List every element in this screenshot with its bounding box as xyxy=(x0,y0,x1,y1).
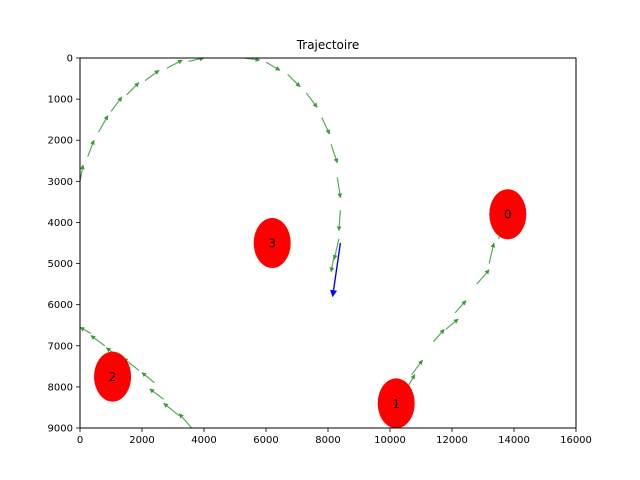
plot-area: 0 1 2 3 xyxy=(80,58,527,428)
y-axis: 0 1000 2000 3000 4000 5000 6000 7000 8000 9000 xyxy=(48,54,80,435)
waypoint-label: 0 xyxy=(504,208,512,222)
trajectory-arrow xyxy=(87,139,95,157)
waypoint-1 xyxy=(377,378,415,428)
chart-title: Trajectoire xyxy=(296,38,360,52)
trajectory-arrow xyxy=(126,82,140,96)
y-tick-label: 9000 xyxy=(48,424,73,435)
trajectory-arrow xyxy=(141,372,155,384)
trajectory-arrow xyxy=(110,96,123,112)
trajectory-arrow xyxy=(305,92,318,108)
trajectory-arrow xyxy=(98,115,109,133)
y-tick-label: 3000 xyxy=(48,177,73,188)
x-tick-label: 14000 xyxy=(498,435,530,446)
y-tick-label: 8000 xyxy=(48,382,73,393)
trajectory-arrow xyxy=(454,300,467,314)
x-tick-label: 12000 xyxy=(436,435,468,446)
y-tick-label: 1000 xyxy=(48,95,73,106)
trajectory-arrow xyxy=(330,144,339,164)
x-tick-label: 2000 xyxy=(129,435,154,446)
trajectory-arrow xyxy=(144,69,160,82)
trajectory-arrow xyxy=(90,335,106,347)
y-tick-label: 2000 xyxy=(48,136,73,147)
heading-arrow xyxy=(330,242,342,298)
trajectory-arrow xyxy=(163,402,180,417)
trajectory-arrow xyxy=(80,326,92,334)
trajectory-arrow xyxy=(332,238,340,260)
trajectory-arrow xyxy=(329,255,335,273)
trajectory-arrow xyxy=(432,328,445,343)
trajectory-arrow xyxy=(336,210,342,232)
trajectory-arrow xyxy=(488,242,496,264)
x-tick-label: 6000 xyxy=(253,435,278,446)
y-tick-label: 0 xyxy=(67,54,73,65)
trajectory-arrow xyxy=(265,61,281,71)
trajectory-arrow xyxy=(411,359,424,375)
trajectory-arrow xyxy=(445,318,459,330)
trajectory-arrow xyxy=(287,74,301,88)
x-tick-label: 16000 xyxy=(560,435,592,446)
x-tick-label: 10000 xyxy=(374,435,406,446)
y-tick-label: 4000 xyxy=(48,218,73,229)
waypoint-label: 2 xyxy=(109,370,117,384)
waypoints: 0 1 2 3 xyxy=(94,189,527,428)
y-tick-label: 5000 xyxy=(48,259,73,270)
trajectory-arrow xyxy=(166,59,183,69)
y-tick-label: 7000 xyxy=(48,341,73,352)
waypoint-3 xyxy=(253,218,291,268)
trajectory-arrow xyxy=(188,58,205,62)
trajectory-arrow xyxy=(80,164,85,182)
trajectory-arrow xyxy=(321,117,331,135)
x-axis: 0 2000 4000 6000 8000 10000 12000 14000 16000 xyxy=(77,428,592,446)
x-tick-label: 0 xyxy=(77,435,83,446)
waypoint-label: 3 xyxy=(268,237,276,251)
current-heading xyxy=(330,242,342,298)
waypoint-label: 1 xyxy=(392,397,400,411)
waypoint-0 xyxy=(489,189,527,240)
y-tick-label: 6000 xyxy=(48,300,73,311)
waypoint-2 xyxy=(94,351,132,402)
trajectory-arrow xyxy=(149,388,165,400)
trajectory-arrow xyxy=(336,177,343,199)
trajectory-arrow xyxy=(476,269,490,285)
trajectory-arrow xyxy=(178,413,193,428)
x-tick-label: 8000 xyxy=(315,435,340,446)
x-tick-label: 4000 xyxy=(191,435,216,446)
